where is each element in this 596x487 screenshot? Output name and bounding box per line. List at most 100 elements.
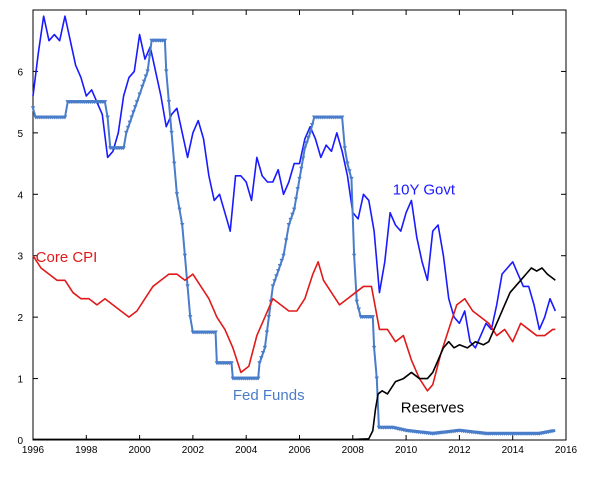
series-label-10y-govt: 10Y Govt	[393, 181, 456, 198]
fed-funds-marker	[255, 376, 261, 381]
fed-funds-marker	[102, 100, 108, 105]
fed-funds-marker	[134, 100, 140, 105]
fed-funds-marker	[164, 69, 169, 74]
fed-funds-marker	[260, 350, 266, 355]
fed-funds-marker	[147, 54, 152, 59]
series-label-layer: 10Y Govt Core CPI Fed Funds Reserves	[36, 181, 464, 416]
y-tick-label: 2	[17, 313, 23, 324]
series-label-core-cpi: Core CPI	[36, 249, 98, 266]
fed-funds-marker	[356, 307, 361, 312]
y-tick-label: 1	[17, 375, 23, 386]
fed-funds-marker	[371, 345, 377, 350]
y-axis: 0 1 2 3 4 5 6	[17, 67, 566, 447]
x-tick-label: 1996	[22, 445, 45, 456]
x-tick-label: 2008	[342, 445, 365, 456]
fed-funds-marker	[351, 253, 357, 258]
fed-funds-marker	[213, 330, 218, 335]
fed-funds-marker	[286, 223, 292, 227]
fed-funds-marker	[141, 79, 147, 84]
series-label-fed-funds: Fed Funds	[233, 387, 305, 404]
fed-funds-marker	[345, 161, 350, 166]
fed-funds-marker	[129, 115, 134, 120]
fed-funds-marker	[180, 223, 185, 227]
fed-funds-marker	[105, 115, 110, 120]
fed-funds-marker	[30, 106, 36, 111]
plot-frame	[32, 9, 567, 441]
y-tick-label: 0	[17, 436, 23, 447]
x-tick-label: 2016	[555, 445, 578, 456]
fed-funds-marker	[299, 166, 304, 171]
fed-funds-marker	[272, 279, 277, 284]
x-tick-label: 2006	[288, 445, 311, 456]
fed-funds-marker	[266, 315, 272, 320]
fed-funds-marker	[288, 217, 293, 222]
x-tick-label: 2012	[448, 445, 471, 456]
fed-funds-marker	[279, 258, 284, 263]
fed-funds-marker	[342, 146, 348, 151]
fed-funds-marker	[304, 141, 309, 146]
fed-funds-marker	[275, 269, 281, 274]
core-cpi-line	[32, 255, 556, 392]
fed-funds-marker	[270, 284, 276, 289]
fed-funds-marker	[169, 130, 174, 135]
fed-funds-marker	[172, 161, 177, 166]
fed-funds-marker	[121, 146, 126, 151]
fed-funds-marker	[188, 315, 193, 320]
fed-funds-marker	[140, 84, 145, 89]
fed-funds-marker	[281, 253, 286, 258]
10y-govt-line	[32, 15, 557, 349]
fed-funds-marker	[177, 207, 182, 212]
fed-funds-marker	[349, 176, 354, 181]
fed-funds-marker	[127, 120, 133, 125]
fed-funds-marker	[283, 238, 289, 243]
fed-funds-marker	[291, 207, 297, 212]
fed-funds-marker	[166, 100, 172, 105]
fed-funds-marker	[274, 274, 279, 279]
x-tick-label: 2004	[235, 445, 258, 456]
fed-funds-marker	[297, 176, 302, 181]
x-tick-label: 2014	[502, 445, 525, 456]
fed-funds-marker	[262, 345, 268, 350]
fed-funds-marker	[162, 38, 168, 43]
y-tick-label: 6	[17, 67, 23, 78]
fed-funds-line	[32, 39, 556, 435]
fed-funds-marker	[145, 69, 150, 74]
x-tick-label: 2010	[395, 445, 418, 456]
reserves-line	[33, 267, 556, 441]
fed-funds-marker	[259, 356, 264, 361]
fed-funds-marker	[185, 284, 190, 289]
y-tick-label: 3	[17, 252, 23, 263]
fed-funds-marker	[277, 263, 283, 268]
fed-funds-marker	[229, 361, 234, 366]
fed-funds-marker	[307, 130, 313, 135]
fed-funds-marker	[264, 330, 270, 335]
fed-funds-marker	[295, 187, 300, 192]
series-label-reserves: Reserves	[401, 399, 464, 416]
fed-funds-marker	[306, 135, 311, 140]
x-tick-label: 2000	[128, 445, 151, 456]
fed-funds-marker	[339, 115, 345, 120]
fed-funds-marker	[124, 130, 129, 135]
fed-funds-marker	[302, 146, 308, 151]
series-layer	[30, 15, 557, 441]
fed-funds-marker	[125, 125, 131, 130]
fed-funds-marker	[550, 429, 556, 434]
y-tick-label: 4	[17, 190, 23, 201]
fed-funds-marker	[143, 74, 149, 79]
x-tick-label: 2002	[182, 445, 205, 456]
fed-funds-marker	[374, 376, 379, 381]
fed-funds-marker	[309, 123, 315, 128]
fed-funds-marker	[290, 212, 295, 217]
x-axis: 1996 1998 2000 2002 2004 2006 2008 2010 2012 2014…	[22, 10, 578, 456]
fed-funds-marker	[174, 192, 180, 197]
fed-funds-marker	[131, 110, 136, 115]
fed-funds-marker	[62, 115, 68, 120]
fed-funds-marker	[132, 105, 138, 110]
fed-funds-marker	[137, 92, 142, 97]
y-tick-label: 5	[17, 129, 23, 140]
fed-funds-marker	[354, 299, 359, 304]
fed-funds-marker	[347, 169, 352, 174]
fed-funds-marker	[182, 253, 188, 258]
